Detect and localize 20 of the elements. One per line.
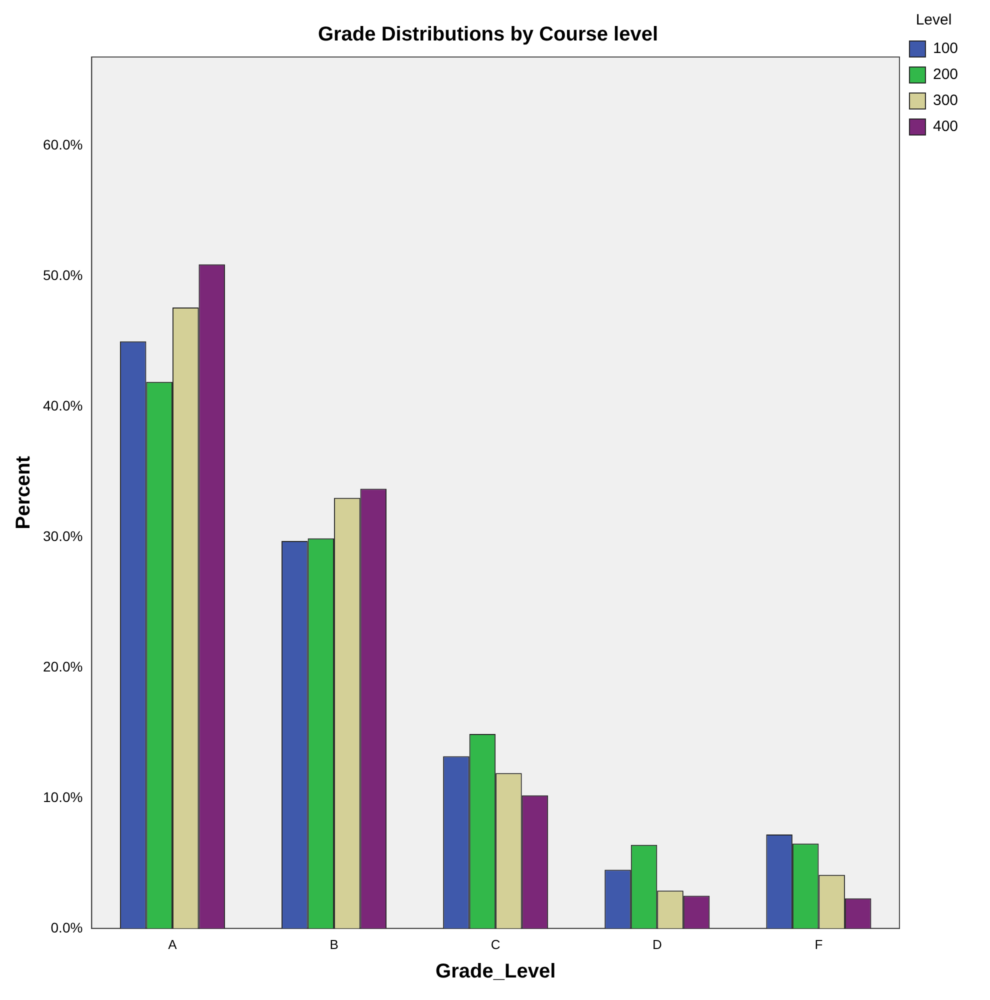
y-tick-label: 0.0% xyxy=(50,919,83,936)
y-tick-label: 60.0% xyxy=(42,136,83,153)
x-tick-label: D xyxy=(652,936,662,952)
x-tick-label: A xyxy=(168,936,178,952)
x-tick-label: F xyxy=(814,936,823,952)
x-axis-title: Grade_Level xyxy=(436,960,556,983)
y-tick-label: 30.0% xyxy=(42,528,83,544)
y-axis-title: Percent xyxy=(12,456,35,530)
legend-label: 200 xyxy=(932,66,958,84)
chart-title: Grade Distributions by Course level xyxy=(318,24,658,46)
y-tick-label: 40.0% xyxy=(42,397,83,414)
legend-label: 100 xyxy=(932,40,958,58)
y-tick-label: 10.0% xyxy=(42,788,83,805)
x-tick-label: B xyxy=(330,936,338,952)
legend-label: 300 xyxy=(932,92,958,110)
y-tick-label: 50.0% xyxy=(42,267,83,284)
legend-label: 400 xyxy=(932,118,958,136)
legend-title: Level xyxy=(916,12,952,29)
y-tick-label: 20.0% xyxy=(42,658,83,674)
x-tick-label: C xyxy=(490,936,500,952)
